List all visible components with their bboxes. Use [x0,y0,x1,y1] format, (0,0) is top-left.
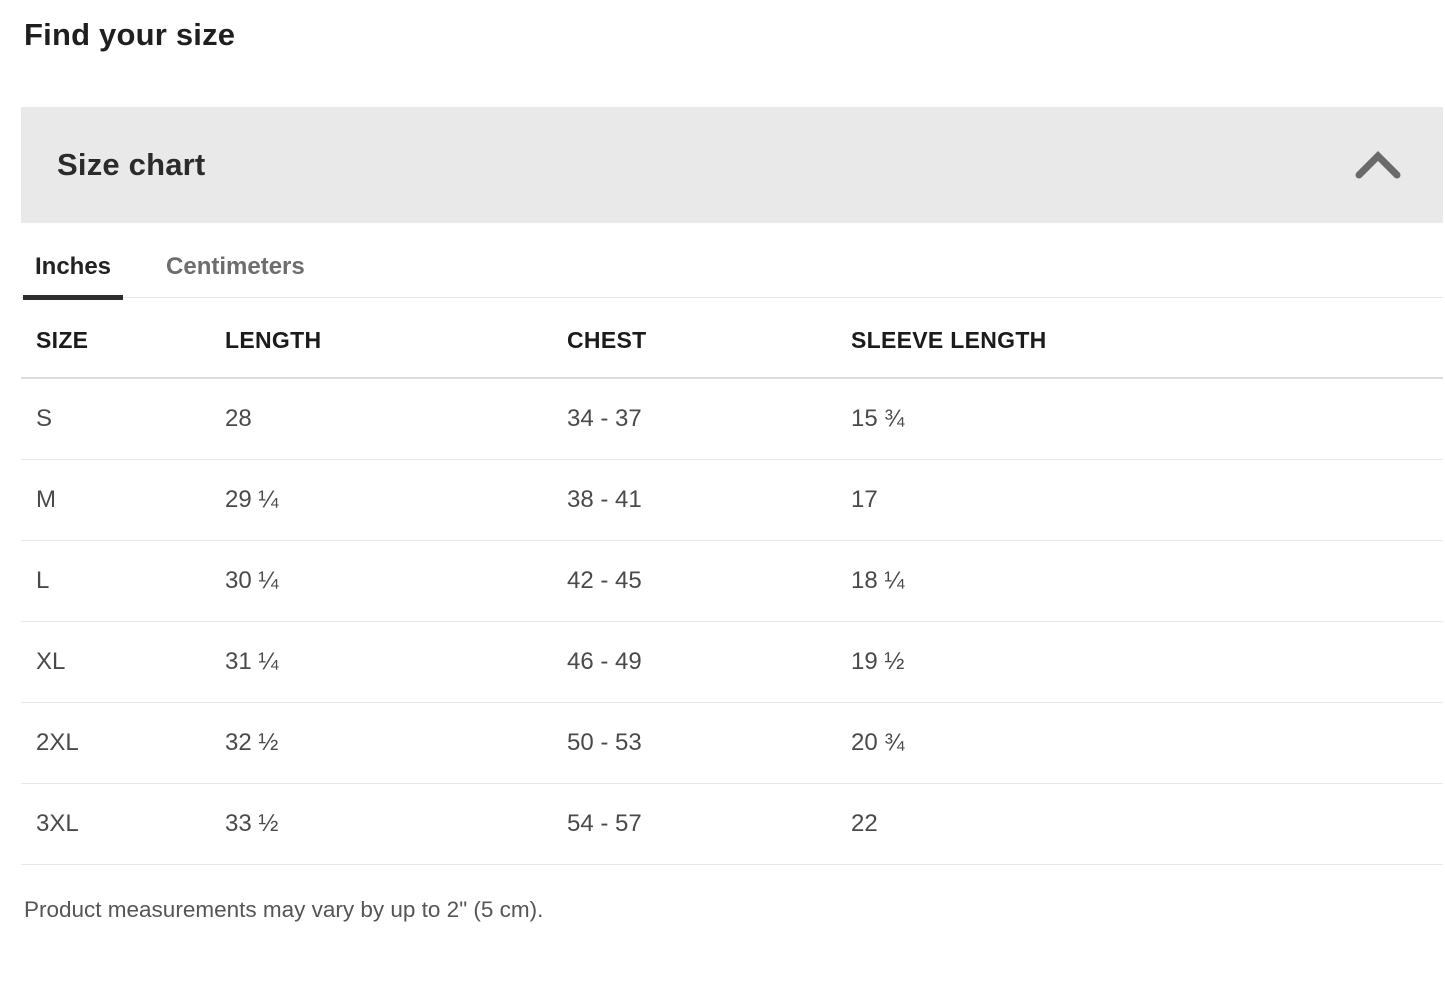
size-cell: S [21,378,225,460]
chest-cell: 42 - 45 [567,540,851,622]
size-chart-table: SIZE LENGTH CHEST SLEEVE LENGTH S 28 34 … [21,298,1443,865]
size-cell: M [21,459,225,541]
table-row: L 30 ¼ 42 - 45 18 ¼ [21,540,1443,622]
tab-centimeters[interactable]: Centimeters [154,239,317,297]
length-cell: 30 ¼ [225,540,567,622]
table-row: M 29 ¼ 38 - 41 17 [21,459,1443,541]
column-header-sleeve: SLEEVE LENGTH [851,298,1443,379]
column-header-chest: CHEST [567,298,851,379]
chest-cell: 50 - 53 [567,702,851,784]
table-row: 2XL 32 ½ 50 - 53 20 ¾ [21,702,1443,784]
size-cell: 2XL [21,702,225,784]
sleeve-cell: 19 ½ [851,621,1443,703]
table-row: XL 31 ¼ 46 - 49 19 ½ [21,621,1443,703]
sleeve-cell: 22 [851,783,1443,865]
size-guide-section: Find your size Size chart Inches Centime… [21,0,1443,924]
table-row: 3XL 33 ½ 54 - 57 22 [21,783,1443,865]
size-chart-accordion-header[interactable]: Size chart [21,107,1443,223]
column-header-size: SIZE [21,298,225,379]
chest-cell: 46 - 49 [567,621,851,703]
size-cell: L [21,540,225,622]
unit-tabs: Inches Centimeters [21,239,1443,300]
sleeve-cell: 18 ¼ [851,540,1443,622]
chest-cell: 38 - 41 [567,459,851,541]
column-header-length: LENGTH [225,298,567,379]
sleeve-cell: 17 [851,459,1443,541]
chest-cell: 54 - 57 [567,783,851,865]
length-cell: 28 [225,378,567,460]
accordion-title: Size chart [57,147,206,182]
chevron-up-icon [1355,150,1401,180]
sleeve-cell: 20 ¾ [851,702,1443,784]
size-cell: 3XL [21,783,225,865]
page-title: Find your size [24,17,236,52]
tab-inches[interactable]: Inches [23,239,124,300]
table-header-row: SIZE LENGTH CHEST SLEEVE LENGTH [21,298,1443,379]
length-cell: 29 ¼ [225,459,567,541]
length-cell: 33 ½ [225,783,567,865]
length-cell: 32 ½ [225,702,567,784]
size-cell: XL [21,621,225,703]
chest-cell: 34 - 37 [567,378,851,460]
table-row: S 28 34 - 37 15 ¾ [21,378,1443,460]
length-cell: 31 ¼ [225,621,567,703]
sleeve-cell: 15 ¾ [851,378,1443,460]
measurement-disclaimer: Product measurements may vary by up to 2… [24,897,544,922]
